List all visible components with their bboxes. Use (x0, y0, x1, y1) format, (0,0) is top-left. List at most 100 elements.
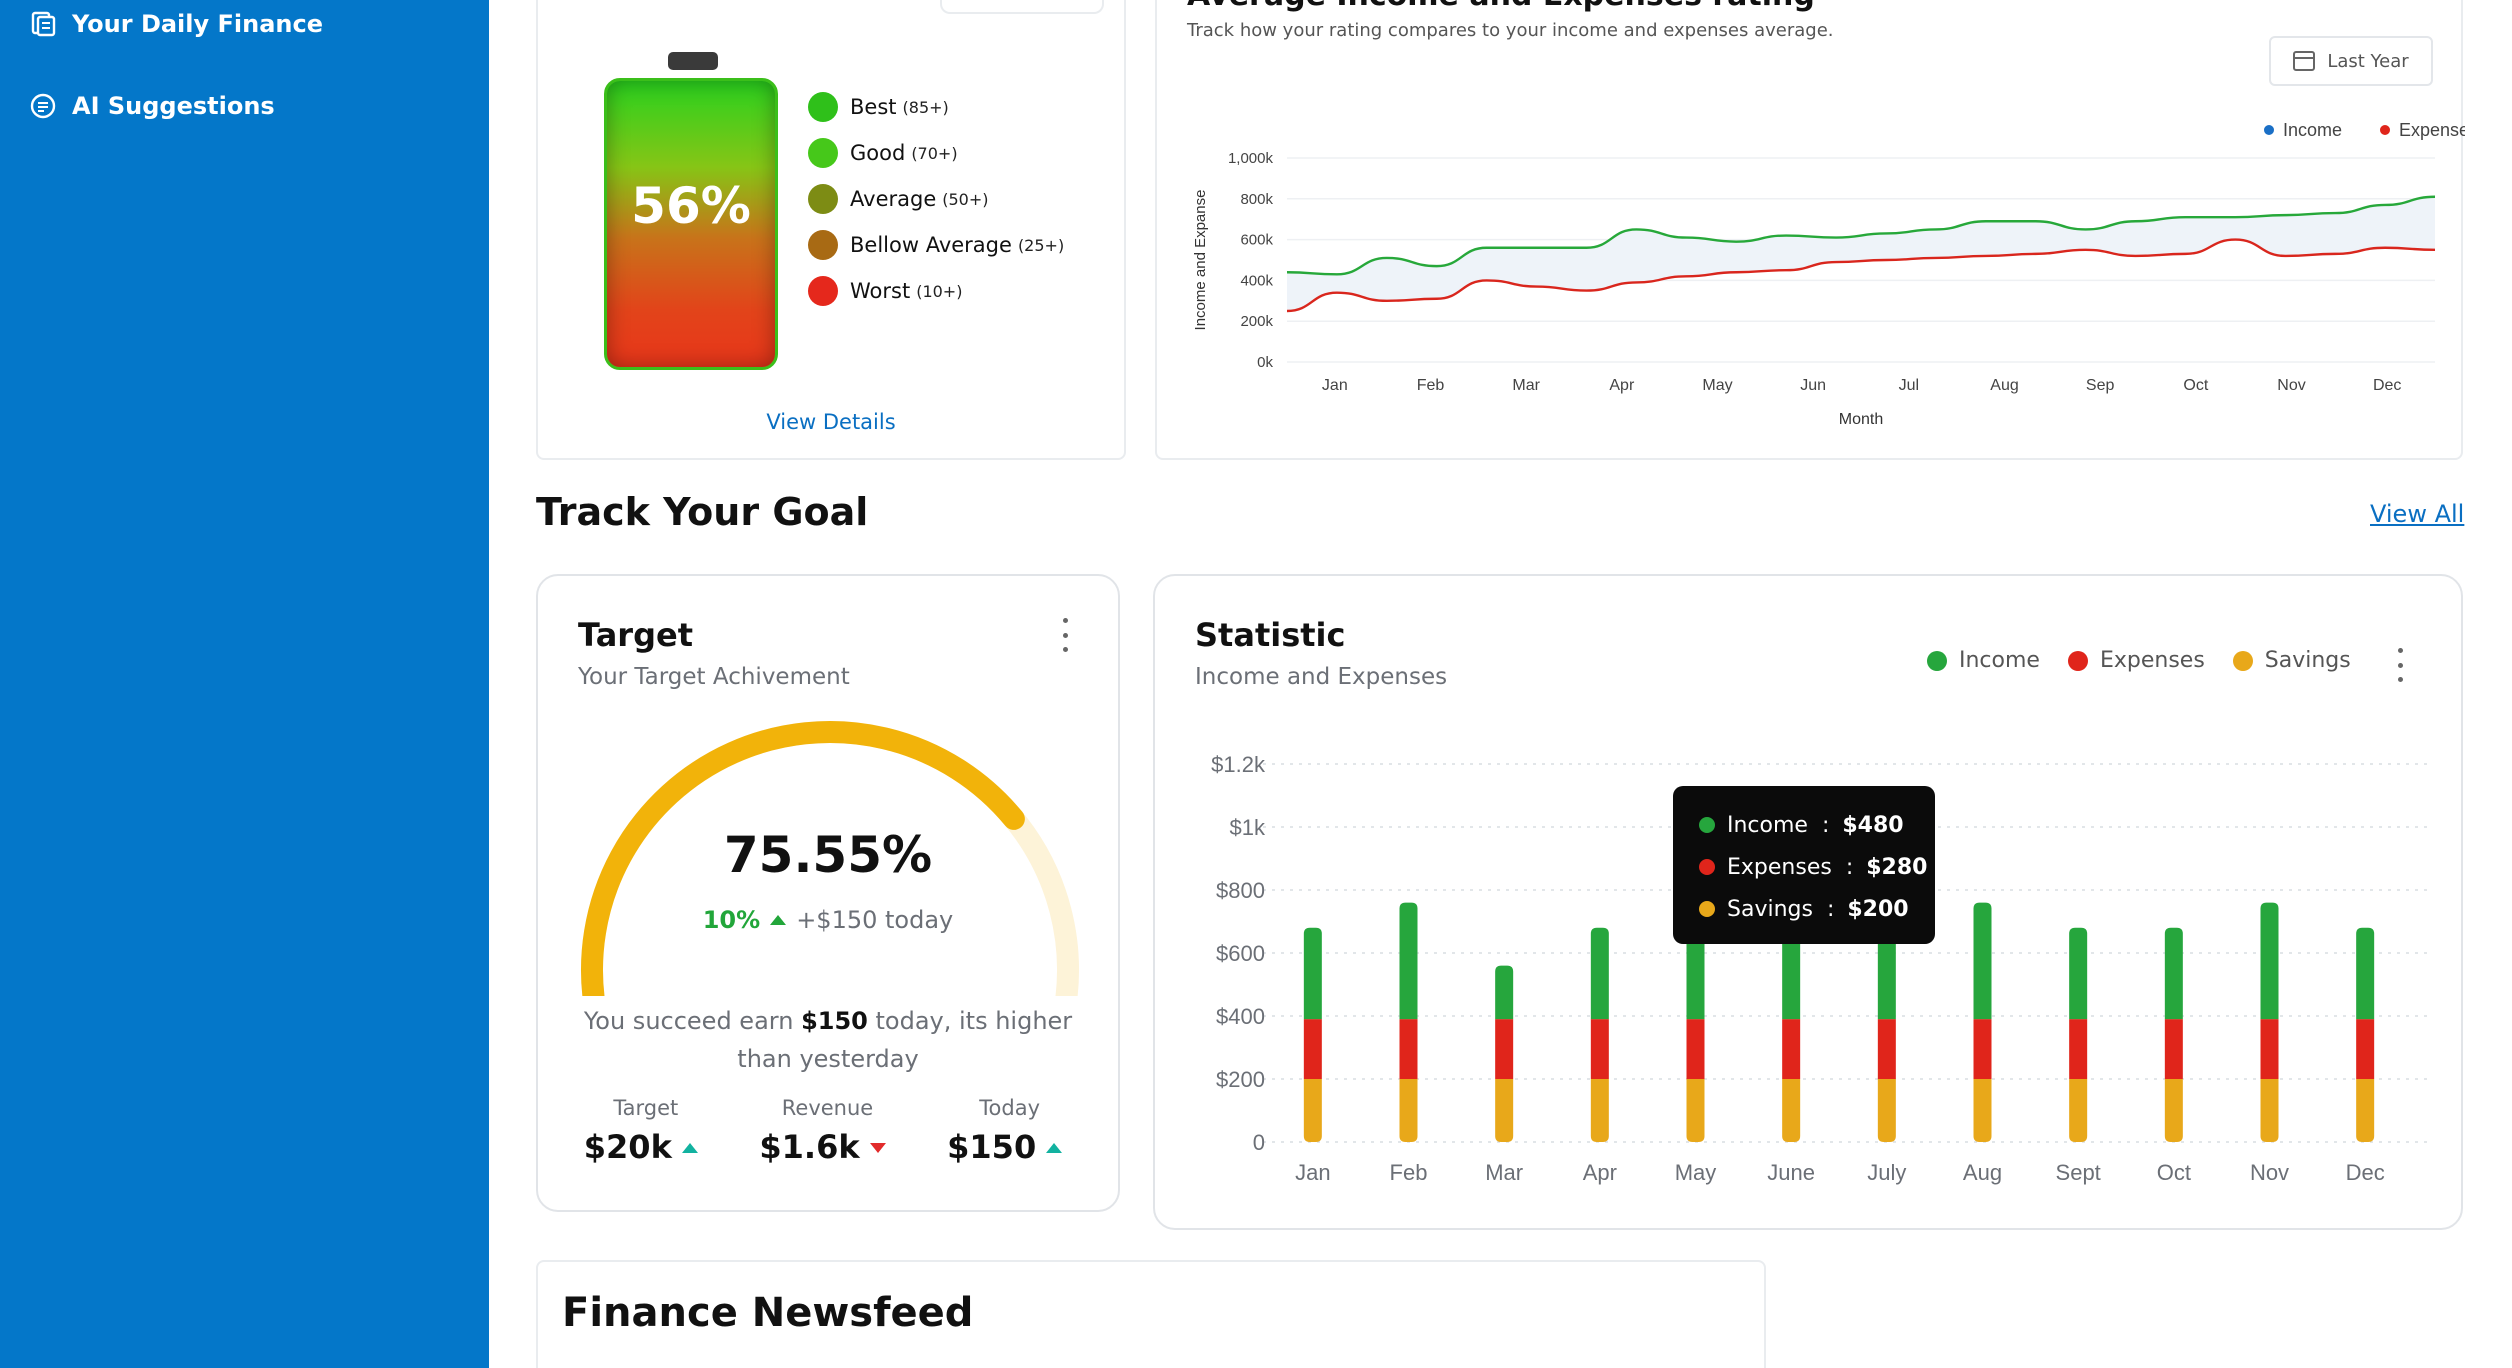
bar-segment-savings (2069, 1079, 2088, 1142)
message-amount: $150 (801, 1007, 868, 1035)
bar-segment-expenses (2260, 1019, 2279, 1079)
series-area (1287, 196, 2435, 311)
bar-segment-savings (2260, 1079, 2279, 1142)
stat-label: Revenue (781, 1096, 874, 1120)
rating-battery: 56% (604, 78, 778, 370)
bar-segment-savings (1686, 1079, 1705, 1142)
y-tick-label: 400k (1240, 272, 1273, 289)
period-dropdown[interactable] (940, 0, 1104, 14)
last-year-filter[interactable]: Last Year (2269, 36, 2433, 86)
stat-revenue: Revenue $1.6k (759, 1096, 895, 1166)
legend-dot (808, 138, 838, 168)
legend-dot (1927, 650, 1947, 671)
view-details-link[interactable]: View Details (766, 410, 896, 434)
y-tick-label: 200k (1240, 313, 1273, 330)
legend-item-best: Best (85+) (808, 84, 1064, 130)
bar-segment-income (1590, 927, 1609, 1020)
y-tick-label: 1,000k (1228, 150, 1274, 167)
legend-label: Bellow Average (850, 233, 1012, 257)
x-tick-label: May (1675, 1160, 1717, 1185)
bar-segment-expenses (1590, 1019, 1609, 1079)
view-all-link[interactable]: View All (2370, 500, 2465, 528)
y-tick-label: 800k (1240, 191, 1273, 208)
legend-item-savings[interactable]: Savings (2232, 648, 2351, 673)
sidebar-item-daily-finance[interactable]: Your Daily Finance (28, 2, 323, 46)
legend-item-expenses[interactable]: Expenses (2067, 648, 2205, 673)
sidebar-item-label: Your Daily Finance (72, 10, 324, 38)
x-tick-label: Dec (2346, 1160, 2385, 1185)
bar-segment-expenses (2356, 1019, 2375, 1079)
chart-tooltip: Income : $480 Expenses : $280 Savings : … (1673, 786, 1935, 944)
legend-dot (808, 230, 838, 260)
y-tick-label: $200 (1216, 1067, 1265, 1092)
tooltip-value: $200 (1847, 896, 1909, 922)
bar-segment-expenses (1782, 1019, 1801, 1079)
battery-cap (668, 52, 718, 70)
y-tick-label: 0k (1257, 354, 1273, 371)
arrow-up-icon (770, 914, 787, 925)
x-tick-label: Apr (1609, 377, 1635, 394)
target-title: Target (578, 616, 693, 654)
legend-item-average: Average (50+) (808, 176, 1064, 222)
more-options-icon[interactable] (1060, 618, 1070, 652)
legend-label-income: Income (2283, 120, 2342, 140)
bar-segment-savings (1877, 1079, 1896, 1142)
tooltip-label: Savings (1727, 896, 1813, 922)
x-tick-label: Mar (1512, 377, 1540, 394)
avg-income-expense-card: 0k 200k 400k 600k 800k 1,000k Jan Feb Mar Apr May J… (1155, 0, 2465, 460)
bar-segment-expenses (2069, 1019, 2088, 1079)
target-message: You succeed earn $150 today, its higher … (578, 1002, 1078, 1078)
sidebar-item-ai-suggestions[interactable]: AI Suggestions (28, 84, 275, 128)
bar-segment-income (1973, 902, 1992, 1020)
bar-segment-income (2164, 927, 2183, 1020)
legend-dot-income (2264, 125, 2274, 135)
stat-today: Today $150 (947, 1096, 1072, 1166)
arrow-down-icon (869, 1142, 886, 1153)
bar-segment-savings (2356, 1079, 2375, 1142)
statistic-subtitle: Income and Expenses (1195, 664, 1448, 690)
bar-segment-savings (1782, 1079, 1801, 1142)
bar-segment-income (1399, 902, 1418, 1020)
rating-card: 56% Best (85+) Good (70+) Average (50+) Bel… (536, 0, 1126, 460)
y-tick-label: $400 (1216, 1004, 1265, 1029)
bar-segment-income (1495, 965, 1514, 1020)
bar-segment-income (2356, 927, 2375, 1020)
legend-label: Average (850, 187, 937, 211)
bar-segment-income (2260, 902, 2279, 1020)
newsfeed-title: Finance Newsfeed (562, 1290, 974, 1336)
bar-segment-savings (1973, 1079, 1992, 1142)
legend-label: Best (850, 95, 897, 119)
statistic-legend: Income Expenses Savings (1927, 648, 2379, 673)
legend-label: Good (850, 141, 906, 165)
stat-label: Target (613, 1096, 679, 1120)
tooltip-row-income: Income : $480 (1699, 804, 1935, 846)
bar-segment-expenses (1973, 1019, 1992, 1079)
statistic-card: 0 $200 $400 $600 $800 $1k $1.2k Jan Feb Mar Apr May… (1153, 574, 2463, 1230)
gauge-progress (581, 721, 1025, 996)
statistic-title: Statistic (1195, 616, 1346, 654)
legend-label: Income (1959, 648, 2040, 673)
stat-target: Target $20k (584, 1096, 708, 1166)
avg-chart-title: Average Income and Expenses rating (1187, 0, 1815, 13)
legend-item-good: Good (70+) (808, 130, 1064, 176)
list-circle-icon (28, 91, 58, 121)
y-tick-label: $1k (1230, 815, 1266, 840)
x-tick-label: Nov (2250, 1160, 2289, 1185)
target-percentage: 75.55% (723, 826, 933, 884)
legend-range: (50+) (942, 189, 989, 209)
x-tick-label: Oct (2157, 1160, 2191, 1185)
target-subtitle: Your Target Achivement (578, 664, 850, 690)
bar-segment-income (1782, 927, 1801, 1020)
more-options-icon[interactable] (2395, 648, 2405, 682)
bar-segment-expenses (1399, 1019, 1418, 1079)
legend-dot (2067, 650, 2088, 671)
legend-dot (808, 184, 838, 214)
change-text: +$150 today (796, 906, 954, 934)
x-tick-label: Sept (2056, 1160, 2101, 1185)
arrow-up-icon (1046, 1142, 1063, 1153)
target-card: Target Your Target Achivement 75.55% 10%… (536, 574, 1120, 1212)
x-tick-label: Nov (2277, 377, 2305, 394)
legend-item-income[interactable]: Income (1927, 648, 2040, 673)
bar-segment-expenses (1303, 1019, 1322, 1079)
bar-segment-income (1303, 927, 1322, 1020)
